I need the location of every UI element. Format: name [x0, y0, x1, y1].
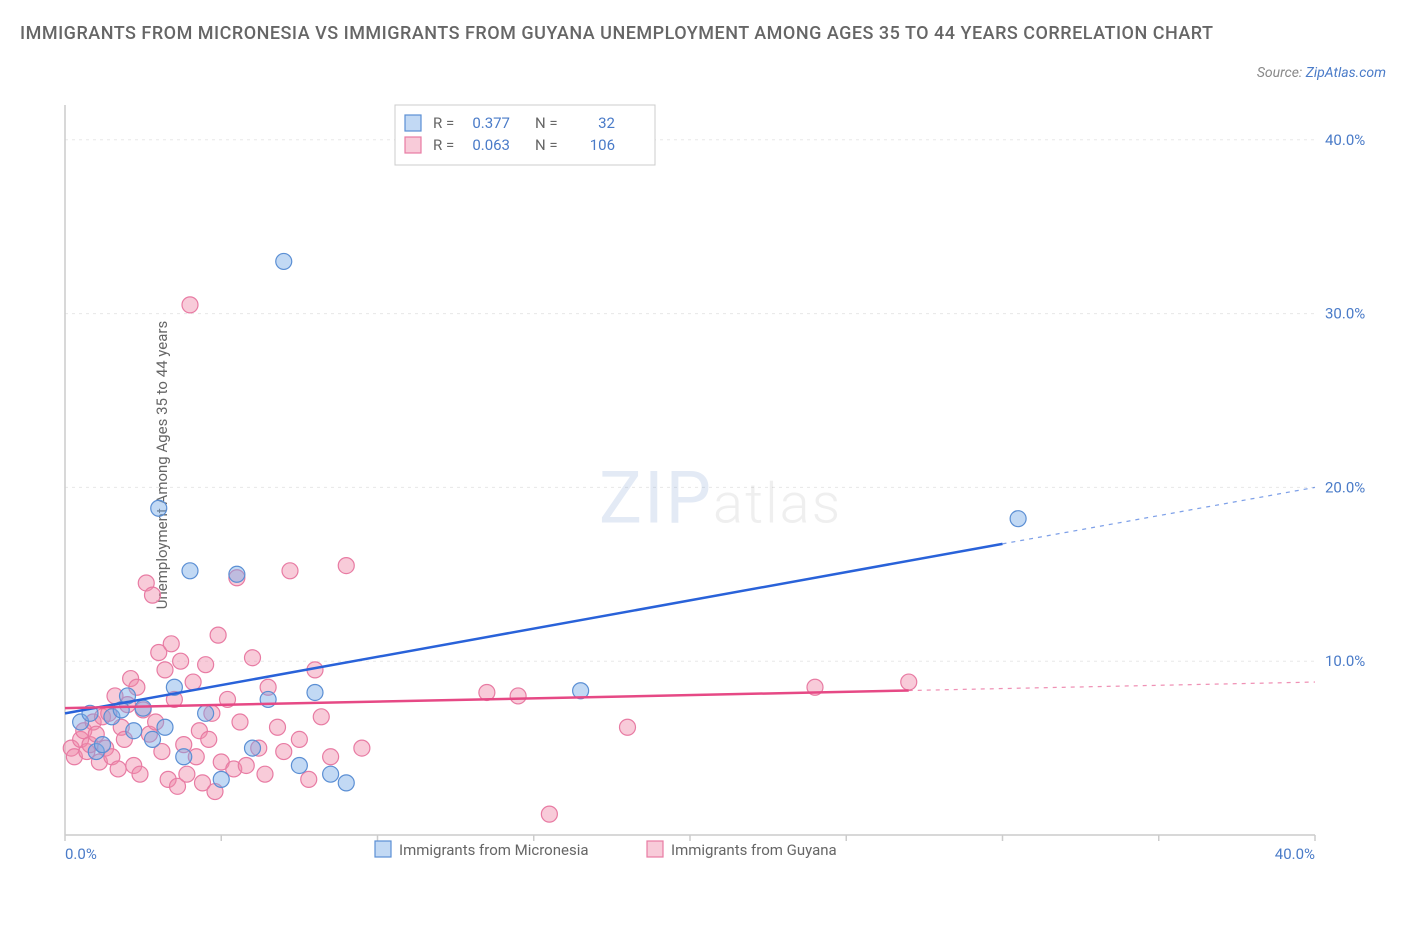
legend-r-value: 0.063 — [472, 136, 510, 154]
chart-container: ZIPatlas 10.0%20.0%30.0%40.0%0.0%40.0%R … — [55, 95, 1386, 900]
legend-r-label: R = — [433, 114, 454, 132]
data-point — [157, 662, 173, 678]
data-point — [301, 771, 317, 787]
legend-swatch — [405, 137, 421, 153]
y-tick-label: 30.0% — [1325, 305, 1365, 323]
data-point — [245, 650, 261, 666]
data-point — [198, 657, 214, 673]
trend-line-dashed — [1003, 487, 1316, 543]
data-point — [157, 719, 173, 735]
data-point — [510, 688, 526, 704]
data-point — [232, 714, 248, 730]
legend-n-label: N = — [535, 114, 558, 132]
source-attribution: Source: ZipAtlas.com — [1257, 65, 1386, 81]
x-tick-label: 0.0% — [65, 845, 97, 863]
legend-series-label: Immigrants from Micronesia — [399, 841, 589, 859]
data-point — [179, 766, 195, 782]
data-point — [276, 744, 292, 760]
data-point — [307, 684, 323, 700]
data-point — [901, 674, 917, 690]
data-point — [291, 731, 307, 747]
data-point — [132, 766, 148, 782]
data-point — [182, 297, 198, 313]
data-point — [338, 558, 354, 574]
data-point — [95, 737, 111, 753]
data-point — [291, 757, 307, 773]
y-tick-label: 20.0% — [1325, 478, 1365, 496]
legend-n-value: 32 — [598, 114, 615, 132]
source-label: Source: — [1257, 65, 1302, 81]
data-point — [176, 749, 192, 765]
data-point — [173, 653, 189, 669]
legend-r-value: 0.377 — [472, 114, 510, 132]
data-point — [541, 806, 557, 822]
data-point — [185, 674, 201, 690]
chart-title: IMMIGRANTS FROM MICRONESIA VS IMMIGRANTS… — [20, 20, 1286, 49]
data-point — [201, 731, 217, 747]
scatter-chart: 10.0% 20.0% 30.0% 40.0% 0.0% 40.0% R = 0.377 N =… — [55, 95, 1375, 875]
data-point — [198, 705, 214, 721]
data-point — [245, 740, 261, 756]
data-point — [182, 563, 198, 579]
data-point — [620, 719, 636, 735]
x-tick-label: 40.0% — [1275, 845, 1315, 863]
data-point — [1010, 511, 1026, 527]
data-point — [110, 761, 126, 777]
data-point — [229, 566, 245, 582]
data-point — [238, 757, 254, 773]
data-point — [323, 749, 339, 765]
data-point — [210, 627, 226, 643]
legend-n-label: N = — [535, 136, 558, 154]
legend-n-value: 106 — [590, 136, 615, 154]
data-point — [276, 253, 292, 269]
legend-swatch — [405, 115, 421, 131]
legend-r-label: R = — [433, 136, 454, 154]
data-point — [145, 731, 161, 747]
data-point — [145, 587, 161, 603]
data-point — [338, 775, 354, 791]
data-point — [282, 563, 298, 579]
data-point — [313, 709, 329, 725]
legend-swatch — [647, 841, 663, 857]
data-point — [323, 766, 339, 782]
legend-swatch — [375, 841, 391, 857]
data-point — [126, 723, 142, 739]
data-point — [354, 740, 370, 756]
y-tick-label: 40.0% — [1325, 131, 1365, 149]
y-tick-label: 10.0% — [1325, 652, 1365, 670]
legend-series-label: Immigrants from Guyana — [671, 841, 837, 859]
data-point — [163, 636, 179, 652]
trend-line — [65, 544, 1003, 713]
data-point — [213, 771, 229, 787]
data-point — [270, 719, 286, 735]
source-link[interactable]: ZipAtlas.com — [1306, 65, 1386, 81]
data-point — [151, 500, 167, 516]
trend-line-dashed — [909, 682, 1315, 690]
data-point — [257, 766, 273, 782]
data-point — [135, 700, 151, 716]
